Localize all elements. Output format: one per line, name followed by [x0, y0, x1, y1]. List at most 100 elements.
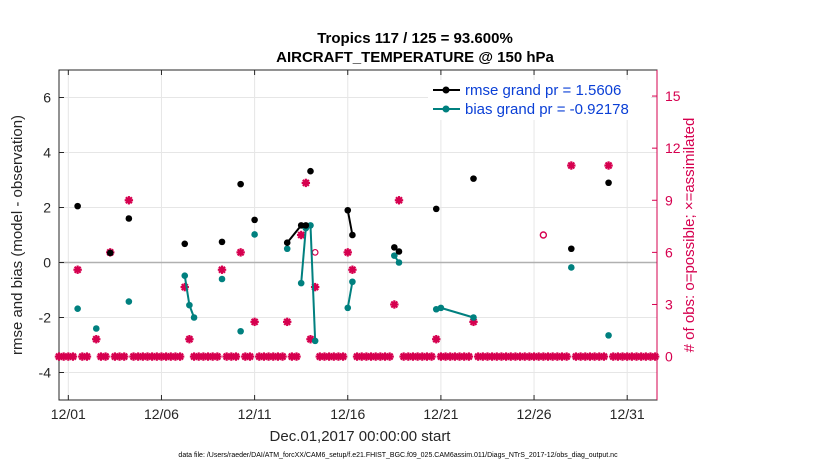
obs-assimilated-marker [236, 248, 245, 257]
y-right-tick-label: 6 [665, 244, 673, 260]
obs-assimilated-zero-marker [213, 352, 222, 361]
obs-assimilated-zero-marker [464, 352, 474, 361]
rmse-point [237, 180, 244, 188]
rmse-point [391, 244, 398, 251]
obs-assimilated-zero-marker-d2 [120, 352, 128, 361]
obs-assimilated-zero-marker [599, 352, 609, 361]
obs-assimilated-zero-marker [278, 352, 287, 361]
obs-assimilated-marker [301, 178, 311, 188]
x-tick-label: 12/11 [238, 406, 272, 422]
obs-assimilated-marker-d2 [567, 161, 576, 170]
bias-point [181, 272, 189, 280]
legend: rmse grand pr = 1.5606 bias grand pr = -… [428, 80, 651, 120]
obs-assimilated-marker [343, 248, 352, 257]
obs-assimilated-zero-marker [175, 352, 185, 361]
rmse-line-segment [286, 224, 302, 244]
obs-assimilated-marker [250, 317, 259, 327]
bias-point [218, 275, 226, 283]
obs-assimilated-marker [390, 300, 399, 309]
obs-assimilated-zero-marker-d2 [213, 352, 222, 361]
rmse-line-segment [346, 210, 354, 236]
y-right-tick-label: 15 [665, 88, 681, 104]
bias-point [190, 314, 198, 321]
bias-point [311, 337, 319, 345]
obs-assimilated-zero-marker [245, 352, 255, 361]
legend-bias-marker [442, 105, 450, 113]
obs-assimilated-zero-marker [68, 352, 78, 361]
y-right-tick-label: 0 [665, 349, 673, 365]
x-tick-label: 12/01 [51, 406, 86, 422]
obs-possible-marker [539, 231, 548, 239]
y-left-tick-label: 0 [43, 255, 51, 271]
bias-point [344, 304, 352, 312]
x-tick-label: 12/31 [610, 406, 645, 422]
obs-assimilated-zero-marker-d2 [292, 352, 301, 361]
bias-line-segment [183, 275, 191, 306]
rmse-point [106, 249, 114, 257]
x-tick-label: 12/06 [144, 406, 179, 422]
bias-point [283, 245, 291, 253]
rmse-point [302, 222, 310, 229]
y-right-tick-label: 3 [665, 296, 673, 312]
rmse-point [297, 222, 305, 229]
y-right-tick-label: 12 [665, 140, 681, 156]
obs-assimilated-marker-d2 [92, 335, 101, 343]
obs-assimilated-marker-d2 [218, 265, 226, 274]
rmse-point [395, 248, 403, 255]
obs-assimilated-marker-d2 [73, 265, 82, 274]
bias-point [470, 314, 477, 321]
obs-assimilated-zero-marker [385, 352, 394, 361]
rmse-point [470, 175, 477, 182]
obs-assimilated-marker-d2 [343, 248, 352, 257]
rmse-point [125, 215, 133, 222]
obs-assimilated-marker [604, 161, 613, 170]
bias-point [297, 279, 305, 287]
bias-point [395, 259, 403, 266]
legend-box [428, 80, 651, 120]
bias-point [391, 252, 398, 259]
rmse-point [432, 205, 440, 213]
x-tick-label: 12/16 [330, 406, 365, 422]
rmse-point [251, 216, 258, 224]
obs-assimilated-zero-marker [101, 352, 110, 361]
rmse-point [349, 231, 356, 239]
bias-point [349, 278, 356, 286]
obs-assimilated-marker [432, 335, 441, 344]
rmse-point [568, 245, 575, 253]
obs-assimilated-zero-marker-d2 [465, 352, 473, 361]
bias-point [237, 327, 244, 335]
obs-assimilated-marker-d2 [236, 248, 245, 257]
rmse-point [74, 202, 81, 210]
bias-line-segment [346, 281, 354, 309]
obs-assimilated-marker [124, 196, 134, 205]
obs-assimilated-zero-marker-d2 [83, 352, 91, 361]
obs-assimilated-zero-marker [292, 352, 301, 361]
y-axis-label-right: # of obs: o=possible; ×=assimilated [681, 118, 698, 353]
obs-assimilated-zero-marker-d2 [562, 352, 571, 361]
obs-assimilated-marker-d2 [125, 196, 133, 205]
obs-assimilated-marker [348, 265, 357, 274]
rmse-point [218, 238, 226, 246]
obs-assimilated-zero-marker-d2 [600, 352, 608, 361]
x-axis-label: Dec.01,2017 00:00:00 start [270, 428, 452, 445]
chart-title-line2: AIRCRAFT_TEMPERATURE @ 150 hPa [276, 49, 554, 66]
obs-assimilated-marker-d2 [348, 265, 357, 274]
x-tick-label: 12/26 [517, 406, 552, 422]
y-left-tick-label: 2 [43, 200, 51, 216]
obs-assimilated-zero-marker-d2 [339, 352, 347, 361]
bias-point [437, 304, 445, 312]
bias-point [605, 332, 612, 339]
obs-count-series [54, 161, 660, 361]
obs-possible-marker [311, 248, 319, 256]
obs-assimilated-marker-d2 [250, 318, 259, 326]
obs-assimilated-marker [92, 335, 101, 344]
rmse-series [74, 167, 612, 257]
obs-assimilated-marker-d2 [306, 335, 315, 343]
bias-point [186, 301, 193, 309]
bias-point [251, 231, 258, 238]
obs-assimilated-marker [73, 265, 82, 274]
bias-point [125, 298, 133, 305]
obs-assimilated-zero-marker-d2 [385, 352, 394, 361]
obs-assimilated-zero-marker-d2 [176, 352, 184, 361]
obs-assimilated-zero-marker [338, 352, 348, 361]
